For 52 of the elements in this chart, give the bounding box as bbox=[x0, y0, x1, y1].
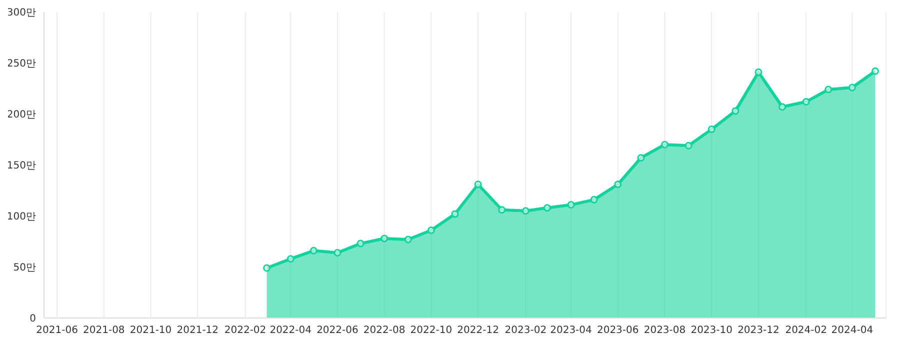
point bbox=[498, 206, 506, 214]
point bbox=[802, 98, 810, 106]
point bbox=[474, 180, 482, 188]
point bbox=[708, 126, 716, 134]
x-tick-label: 2022-08 bbox=[363, 325, 406, 336]
x-tick-label: 2023-02 bbox=[504, 325, 547, 336]
point bbox=[522, 207, 530, 215]
y-tick-label: 200만 bbox=[6, 110, 36, 121]
y-tick-label: 100만 bbox=[6, 212, 36, 223]
x-tick-label: 2023-06 bbox=[596, 325, 639, 336]
point bbox=[684, 142, 692, 150]
point bbox=[824, 86, 832, 94]
x-tick-label: 2022-12 bbox=[457, 325, 499, 336]
x-tick-label: 2023-04 bbox=[550, 325, 592, 336]
x-tick-label: 2022-02 bbox=[224, 325, 266, 336]
point bbox=[660, 140, 668, 148]
point bbox=[871, 67, 879, 75]
y-tick-label: 50만 bbox=[13, 262, 36, 274]
point bbox=[356, 240, 364, 248]
x-tick-label: 2023-12 bbox=[738, 325, 780, 336]
point bbox=[567, 201, 575, 209]
point bbox=[380, 234, 388, 242]
point bbox=[614, 180, 622, 188]
point bbox=[637, 154, 645, 162]
point bbox=[848, 84, 856, 92]
point bbox=[427, 226, 435, 234]
x-tick-label: 2021-12 bbox=[176, 325, 219, 336]
y-tick-label: 250만 bbox=[6, 58, 36, 70]
x-tick-label: 2021-06 bbox=[36, 325, 78, 336]
point bbox=[334, 248, 342, 256]
x-tick-label: 2023-08 bbox=[644, 325, 686, 336]
x-tick-label: 2024-02 bbox=[785, 325, 827, 336]
x-tick-label: 2021-10 bbox=[130, 325, 172, 336]
point bbox=[543, 204, 551, 212]
x-tick-label: 2022-06 bbox=[316, 325, 358, 336]
point bbox=[732, 107, 740, 115]
y-tick-label: 150만 bbox=[6, 160, 36, 172]
point bbox=[310, 246, 318, 254]
point bbox=[778, 103, 786, 111]
point bbox=[286, 255, 294, 263]
x-tick-label: 2022-04 bbox=[270, 325, 312, 336]
point bbox=[451, 210, 459, 218]
x-tick-label: 2021-08 bbox=[83, 325, 125, 336]
point bbox=[754, 68, 762, 76]
x-tick-label: 2022-10 bbox=[410, 325, 452, 336]
point bbox=[263, 264, 271, 272]
point bbox=[590, 196, 598, 204]
y-tick-label: 300만 bbox=[6, 8, 36, 19]
x-tick-label: 2024-04 bbox=[831, 325, 874, 336]
y-tick-label: 0 bbox=[30, 314, 36, 325]
point bbox=[404, 236, 412, 244]
x-tick-label: 2023-10 bbox=[690, 325, 733, 336]
